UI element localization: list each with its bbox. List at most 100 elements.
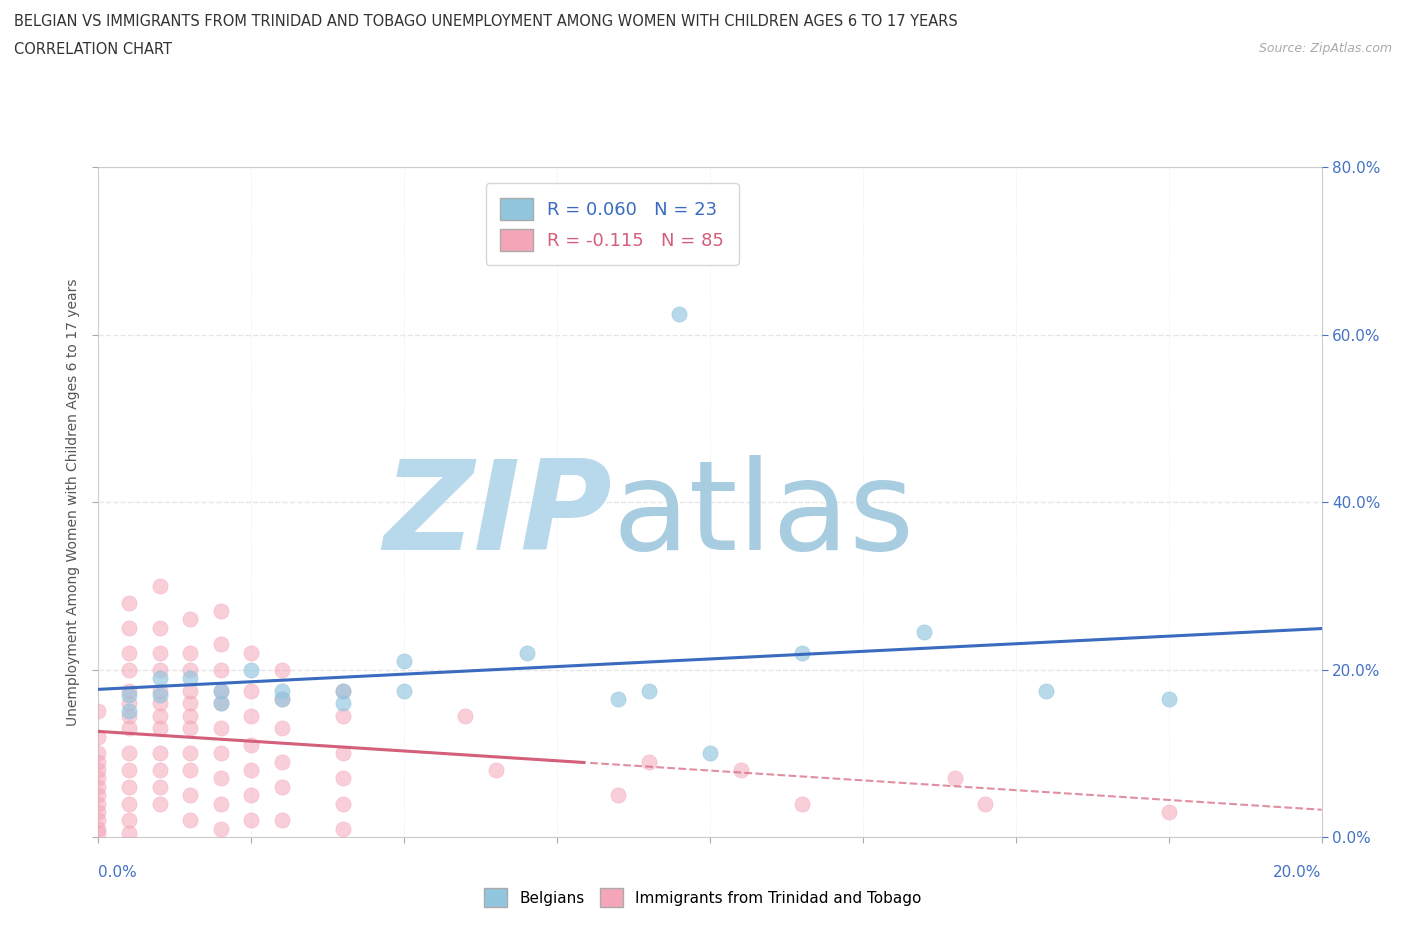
Point bbox=[179, 788, 201, 803]
Point bbox=[118, 662, 141, 677]
Point bbox=[209, 821, 232, 836]
Legend: Belgians, Immigrants from Trinidad and Tobago: Belgians, Immigrants from Trinidad and T… bbox=[478, 883, 928, 913]
Point bbox=[87, 771, 110, 786]
Point bbox=[240, 709, 263, 724]
Point bbox=[637, 754, 661, 769]
Point bbox=[118, 779, 141, 794]
Point bbox=[149, 684, 172, 698]
Point bbox=[790, 645, 813, 660]
Point bbox=[240, 788, 263, 803]
Point bbox=[149, 687, 172, 702]
Point bbox=[209, 721, 232, 736]
Point bbox=[730, 763, 752, 777]
Point bbox=[209, 604, 232, 618]
Text: CORRELATION CHART: CORRELATION CHART bbox=[14, 42, 172, 57]
Point bbox=[485, 763, 508, 777]
Point bbox=[270, 754, 292, 769]
Point bbox=[607, 692, 630, 707]
Point bbox=[240, 662, 263, 677]
Point bbox=[149, 746, 172, 761]
Point bbox=[270, 779, 292, 794]
Legend: R = 0.060   N = 23, R = -0.115   N = 85: R = 0.060 N = 23, R = -0.115 N = 85 bbox=[486, 183, 738, 265]
Point bbox=[516, 645, 538, 660]
Point bbox=[668, 307, 690, 322]
Point bbox=[332, 771, 354, 786]
Point bbox=[1157, 804, 1180, 819]
Point bbox=[332, 684, 354, 698]
Point bbox=[209, 696, 232, 711]
Point bbox=[454, 709, 477, 724]
Point bbox=[240, 813, 263, 828]
Point bbox=[332, 821, 354, 836]
Point bbox=[149, 620, 172, 635]
Point bbox=[87, 821, 110, 836]
Point bbox=[637, 684, 661, 698]
Point bbox=[974, 796, 997, 811]
Point bbox=[209, 796, 232, 811]
Point bbox=[87, 754, 110, 769]
Point bbox=[87, 796, 110, 811]
Point bbox=[332, 696, 354, 711]
Point bbox=[87, 804, 110, 819]
Point bbox=[149, 696, 172, 711]
Point bbox=[179, 813, 201, 828]
Point bbox=[118, 721, 141, 736]
Point bbox=[87, 704, 110, 719]
Point bbox=[87, 779, 110, 794]
Point bbox=[87, 826, 110, 841]
Point bbox=[149, 721, 172, 736]
Point bbox=[240, 763, 263, 777]
Point bbox=[118, 687, 141, 702]
Point bbox=[118, 684, 141, 698]
Point bbox=[179, 684, 201, 698]
Point bbox=[209, 746, 232, 761]
Text: 0.0%: 0.0% bbox=[98, 865, 138, 880]
Point bbox=[149, 645, 172, 660]
Point bbox=[790, 796, 813, 811]
Point bbox=[270, 813, 292, 828]
Point bbox=[118, 696, 141, 711]
Point bbox=[179, 746, 201, 761]
Point bbox=[118, 826, 141, 841]
Text: 20.0%: 20.0% bbox=[1274, 865, 1322, 880]
Point bbox=[332, 746, 354, 761]
Point bbox=[1035, 684, 1057, 698]
Point bbox=[179, 721, 201, 736]
Point bbox=[149, 578, 172, 593]
Text: ZIP: ZIP bbox=[384, 455, 612, 576]
Point bbox=[179, 671, 201, 685]
Point bbox=[332, 684, 354, 698]
Point bbox=[392, 684, 416, 698]
Point bbox=[912, 625, 935, 640]
Point bbox=[179, 662, 201, 677]
Point bbox=[118, 595, 141, 610]
Point bbox=[87, 763, 110, 777]
Point bbox=[179, 645, 201, 660]
Point bbox=[209, 771, 232, 786]
Point bbox=[209, 684, 232, 698]
Point bbox=[87, 788, 110, 803]
Point bbox=[149, 763, 172, 777]
Point bbox=[332, 709, 354, 724]
Point bbox=[179, 763, 201, 777]
Point bbox=[270, 662, 292, 677]
Point bbox=[118, 813, 141, 828]
Point bbox=[118, 746, 141, 761]
Point bbox=[1157, 692, 1180, 707]
Point bbox=[149, 662, 172, 677]
Point bbox=[209, 696, 232, 711]
Point bbox=[270, 692, 292, 707]
Point bbox=[149, 796, 172, 811]
Point bbox=[270, 692, 292, 707]
Point bbox=[87, 729, 110, 744]
Point bbox=[943, 771, 966, 786]
Text: atlas: atlas bbox=[612, 455, 914, 576]
Point bbox=[149, 709, 172, 724]
Point bbox=[607, 788, 630, 803]
Point bbox=[179, 696, 201, 711]
Point bbox=[149, 671, 172, 685]
Point bbox=[209, 637, 232, 652]
Text: Source: ZipAtlas.com: Source: ZipAtlas.com bbox=[1258, 42, 1392, 55]
Point bbox=[118, 704, 141, 719]
Point bbox=[332, 796, 354, 811]
